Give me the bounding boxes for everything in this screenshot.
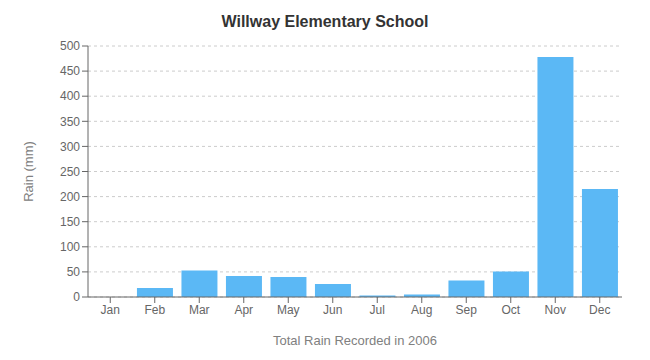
svg-text:50: 50 bbox=[67, 265, 81, 279]
html-text:Willway Elementary School: Willway Elementary School bbox=[221, 13, 429, 30]
svg-text:500: 500 bbox=[60, 39, 80, 53]
svg-text:Rain (mm): Rain (mm) bbox=[21, 141, 36, 202]
svg-text:Feb: Feb bbox=[144, 303, 165, 317]
svg-text:300: 300 bbox=[60, 140, 80, 154]
svg-text:250: 250 bbox=[60, 165, 80, 179]
svg-text:Mar: Mar bbox=[189, 303, 210, 317]
svg-text:0: 0 bbox=[73, 290, 80, 304]
svg-text:200: 200 bbox=[60, 190, 80, 204]
svg-text:400: 400 bbox=[60, 89, 80, 103]
svg-text:450: 450 bbox=[60, 64, 80, 78]
svg-text:150: 150 bbox=[60, 215, 80, 229]
svg-text:350: 350 bbox=[60, 115, 80, 129]
svg-text:100: 100 bbox=[60, 240, 80, 254]
svg-text:Total Rain Recorded in 2006: Total Rain Recorded in 2006 bbox=[273, 333, 437, 348]
svg-text:Sep: Sep bbox=[456, 303, 478, 317]
svg-text:May: May bbox=[277, 303, 300, 317]
svg-text:Jun: Jun bbox=[323, 303, 342, 317]
svg-text:Jul: Jul bbox=[370, 303, 385, 317]
svg-text:Dec: Dec bbox=[589, 303, 610, 317]
svg-text:Nov: Nov bbox=[545, 303, 566, 317]
svg-text:Aug: Aug bbox=[411, 303, 432, 317]
svg-text:Apr: Apr bbox=[234, 303, 253, 317]
svg-text:Oct: Oct bbox=[501, 303, 520, 317]
svg-text:Jan: Jan bbox=[101, 303, 120, 317]
